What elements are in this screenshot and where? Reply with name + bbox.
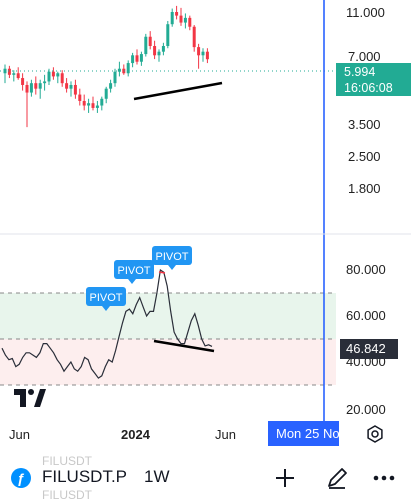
candle-body — [153, 46, 157, 56]
pivot-label: PIVOT — [155, 251, 188, 263]
candle-body — [109, 83, 113, 89]
time-tick: 2024 — [121, 427, 150, 442]
candle-body — [100, 98, 104, 106]
candle-body — [161, 46, 165, 52]
pivot-marker-3[interactable]: PIVOT — [152, 246, 192, 270]
time-axis[interactable]: Jun 2024 Jun — [0, 421, 411, 446]
price-tick: 3.500 — [348, 117, 381, 132]
candle-body — [60, 73, 64, 84]
rsi-oversold-zone — [0, 339, 336, 385]
candle-body — [56, 73, 60, 77]
pivot-marker-2[interactable]: PIVOT — [114, 260, 154, 284]
symbol-selector[interactable]: FILUSDT.P — [42, 467, 128, 486]
candle-body — [43, 81, 47, 84]
rsi-tick: 20.000 — [346, 402, 386, 417]
tradingview-logo-icon — [14, 389, 46, 407]
support-trendline[interactable] — [133, 81, 223, 101]
candle-body — [51, 71, 55, 77]
candle-body — [91, 103, 95, 108]
filecoin-coin-icon[interactable]: ƒ — [11, 468, 31, 488]
rsi-value-badge: 46.842 — [340, 339, 398, 359]
candle-body — [157, 51, 161, 56]
candle-body — [113, 71, 117, 84]
candle-body — [78, 94, 82, 101]
candle-body — [16, 73, 20, 79]
candle-body — [183, 17, 187, 23]
time-tick: Jun — [215, 427, 236, 442]
candle-body — [131, 55, 135, 64]
candle-body — [7, 68, 11, 75]
faded-symbol-text: FILUSDT — [42, 488, 93, 502]
rsi-highlight-segment — [158, 271, 166, 274]
candle-body — [188, 17, 192, 27]
price-tick: 7.000 — [348, 49, 381, 64]
candlestick-series — [3, 5, 209, 128]
interval-selector[interactable]: 1W — [144, 467, 170, 486]
candle-body — [117, 68, 121, 72]
candle-body — [104, 88, 108, 99]
candle-body — [69, 84, 73, 89]
rsi-tick: 60.000 — [346, 308, 386, 323]
candle-body — [122, 68, 126, 74]
rsi-tick: 80.000 — [346, 262, 386, 277]
rsi-support-trendline[interactable] — [153, 339, 215, 353]
pivot-label: PIVOT — [89, 292, 122, 304]
plus-icon[interactable] — [271, 464, 299, 492]
candle-body — [82, 100, 86, 106]
candle-body — [192, 26, 196, 48]
price-tick: 2.500 — [348, 149, 381, 164]
crosshair-date-badge: Mon 25 Nov — [268, 421, 339, 446]
rsi-overbought-zone — [0, 293, 336, 339]
candle-body — [205, 51, 209, 60]
last-price-badge: 5.994 16:06:08 — [336, 63, 411, 96]
candle-body — [21, 78, 25, 85]
drawing-pen-icon[interactable] — [323, 464, 351, 492]
pivot-label: PIVOT — [117, 265, 150, 277]
pivot-marker-1[interactable]: PIVOT — [86, 287, 126, 311]
rsi-pane[interactable]: PIVOT PIVOT PIVOT 80.000 60.000 40.000 2… — [0, 235, 411, 421]
candle-body — [175, 12, 179, 16]
candle-body — [12, 73, 16, 75]
candle-body — [170, 12, 174, 25]
bar-countdown: 16:06:08 — [344, 81, 393, 95]
candle-body — [73, 84, 77, 95]
price-chart[interactable]: 11.000 7.000 3.500 2.500 1.800 — [0, 0, 411, 235]
price-tick: 11.000 — [346, 5, 385, 20]
candle-body — [166, 24, 170, 47]
candle-body — [144, 36, 148, 55]
rsi-line — [1, 268, 213, 379]
candle-body — [47, 71, 51, 82]
candle-body — [201, 51, 205, 56]
candle-body — [135, 55, 139, 62]
faded-symbol-text: FILUSDT — [42, 454, 93, 468]
candle-body — [95, 105, 99, 108]
candle-body — [139, 54, 143, 62]
candle-body — [29, 83, 33, 93]
last-price-value: 5.994 — [344, 65, 376, 79]
more-options-icon[interactable] — [370, 464, 398, 492]
price-tick: 1.800 — [348, 181, 381, 196]
time-tick: Jun — [9, 427, 30, 442]
candle-body — [179, 15, 183, 23]
candle-body — [34, 83, 38, 89]
candle-body — [197, 47, 201, 56]
chart-settings-gear-icon[interactable] — [366, 425, 384, 443]
candle-body — [126, 63, 130, 74]
candle-body — [38, 83, 42, 89]
candle-body — [148, 36, 152, 47]
candle-body — [25, 84, 29, 93]
candle-body — [65, 83, 69, 89]
candle-body — [87, 103, 91, 106]
